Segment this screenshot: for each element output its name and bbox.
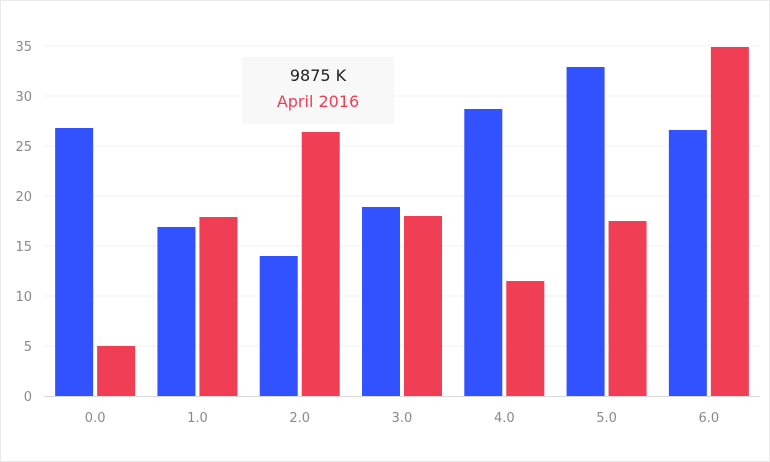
bar-series-a-1[interactable] (157, 227, 196, 396)
y-tick-label: 15 (15, 240, 32, 255)
bar-series-a-0[interactable] (55, 128, 94, 396)
bar-series-b-5[interactable] (608, 221, 647, 396)
x-tick-label: 6.0 (699, 411, 720, 426)
y-tick-label: 30 (15, 90, 32, 105)
bar-series-b-2[interactable] (301, 132, 340, 396)
bar-series-a-6[interactable] (668, 130, 707, 396)
y-tick-label: 5 (24, 340, 32, 355)
bar-series-a-5[interactable] (566, 67, 605, 396)
grid-lines (44, 45, 760, 347)
x-tick-label: 2.0 (289, 411, 310, 426)
bar-series-b-1[interactable] (199, 217, 238, 396)
chart-tooltip: 9875 K April 2016 (242, 57, 394, 124)
bar-series-a-3[interactable] (362, 207, 400, 396)
y-tick-label: 25 (15, 140, 32, 155)
y-tick-label: 35 (15, 40, 32, 55)
y-axis-ticks: 0 5 10 15 20 25 30 35 (15, 40, 32, 405)
bar-series-b-6[interactable] (710, 47, 749, 396)
bar-series-a-2[interactable] (259, 256, 298, 396)
x-tick-label: 3.0 (392, 411, 413, 426)
y-tick-label: 0 (24, 390, 32, 405)
x-tick-label: 4.0 (494, 411, 515, 426)
x-axis-ticks: 0.0 1.0 2.0 3.0 4.0 5.0 6.0 (85, 411, 719, 426)
tooltip-label: April 2016 (276, 92, 360, 111)
y-tick-label: 10 (15, 290, 32, 305)
x-tick-label: 5.0 (596, 411, 617, 426)
x-tick-label: 1.0 (187, 411, 208, 426)
bar-series-b-3[interactable] (404, 216, 442, 396)
bar-series-b-0[interactable] (97, 346, 136, 396)
y-tick-label: 20 (15, 190, 32, 205)
bars-group (55, 47, 749, 396)
bar-series-a-4[interactable] (464, 109, 503, 396)
tooltip-value: 9875 K (289, 66, 347, 85)
bar-series-b-4[interactable] (506, 281, 545, 396)
x-tick-label: 0.0 (85, 411, 106, 426)
